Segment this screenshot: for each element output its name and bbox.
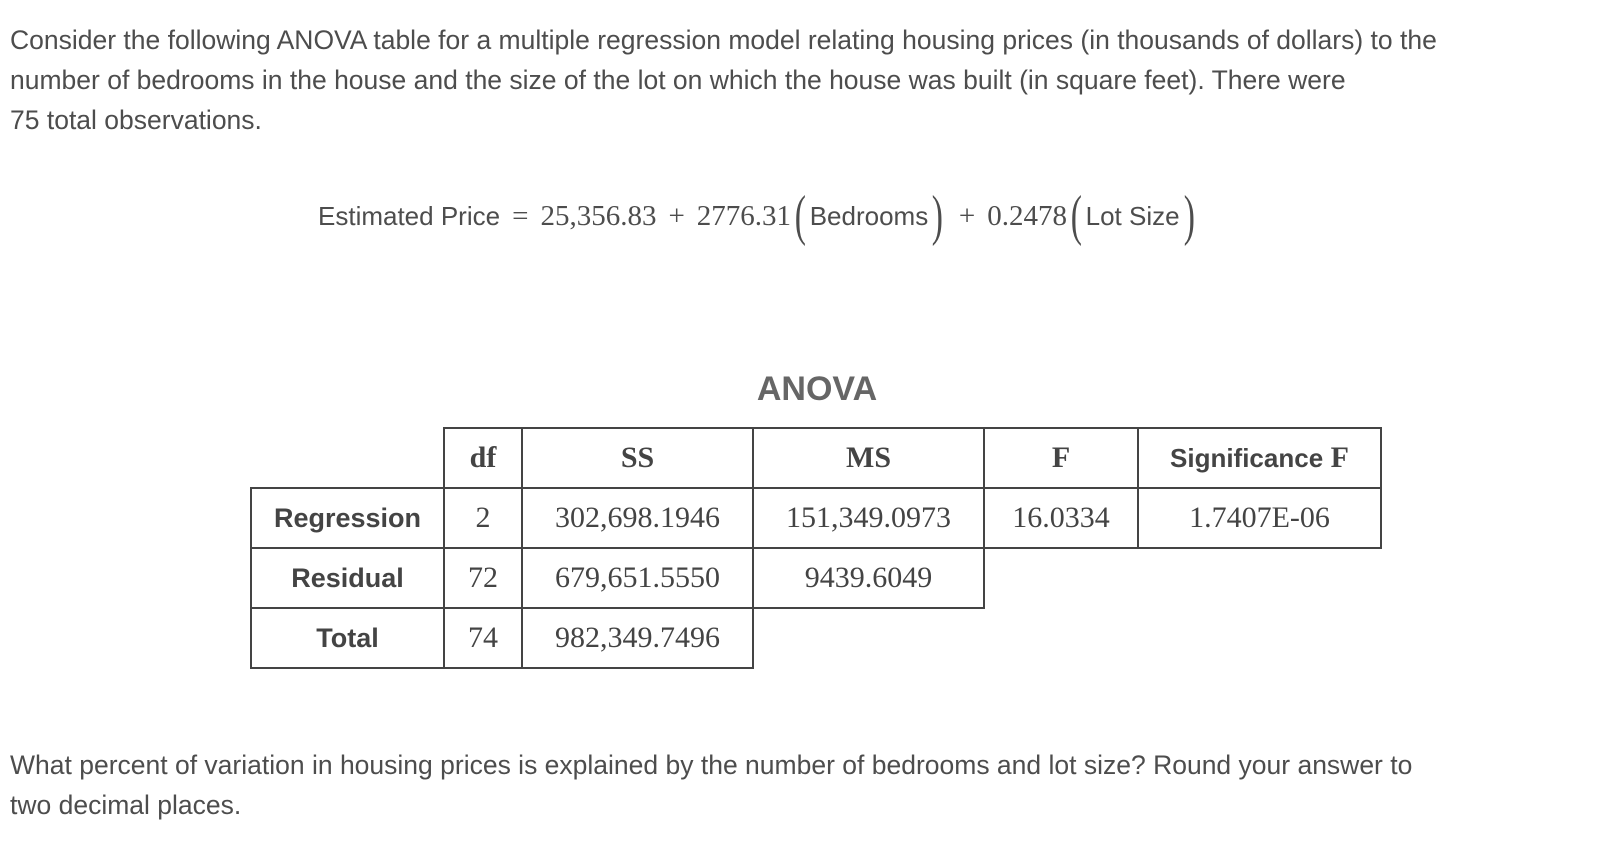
cell-ss: 679,651.5550 [521, 547, 754, 609]
regression-equation: Estimated Price = 25,356.83 + 2776.31 ( … [318, 188, 1198, 244]
intercept: 25,356.83 [540, 199, 657, 232]
cell-df: 2 [443, 487, 523, 549]
header-ms: MS [752, 427, 985, 489]
plus-sign: + [668, 199, 685, 232]
right-paren: ) [931, 185, 944, 247]
table-row-regression: Regression 2 302,698.1946 151,349.0973 1… [250, 487, 1382, 549]
intro-line: number of bedrooms in the house and the … [10, 65, 1346, 95]
empty-cell [984, 548, 1138, 608]
empty-cell [984, 608, 1138, 668]
bedrooms-variable: Bedrooms [809, 200, 929, 231]
table-row-residual: Residual 72 679,651.5550 9439.6049 [250, 547, 1381, 609]
bedrooms-coefficient: 2776.31 [696, 199, 792, 232]
anova-title: ANOVA [756, 370, 878, 408]
anova-table: df SS MS F Significance F Regression 2 3… [250, 427, 1382, 669]
cell-significance-f: 1.7407E-06 [1137, 487, 1382, 549]
lot-size-variable: Lot Size [1085, 200, 1180, 231]
header-df: df [443, 427, 523, 489]
row-label: Total [250, 607, 445, 669]
left-paren: ( [1070, 185, 1082, 247]
cell-df: 72 [443, 547, 523, 609]
intro-paragraph: Consider the following ANOVA table for a… [10, 20, 1437, 140]
intro-line: Consider the following ANOVA table for a… [10, 25, 1437, 55]
cell-ms: 151,349.0973 [752, 487, 985, 549]
equation-lhs: Estimated Price [318, 200, 501, 231]
empty-cell [1138, 608, 1381, 668]
header-significance-f: Significance F [1137, 427, 1382, 489]
left-paren: ( [794, 185, 806, 247]
empty-cell [753, 608, 984, 668]
question-line: What percent of variation in housing pri… [10, 750, 1413, 780]
question-paragraph: What percent of variation in housing pri… [10, 745, 1412, 825]
table-row-total: Total 74 982,349.7496 [250, 607, 1381, 669]
cell-ms: 9439.6049 [752, 547, 985, 609]
header-significance-f-letter: F [1330, 441, 1349, 474]
cell-df: 74 [443, 607, 523, 669]
cell-ss: 982,349.7496 [521, 607, 754, 669]
cell-ss: 302,698.1946 [521, 487, 754, 549]
intro-line: 75 total observations. [10, 105, 262, 135]
header-f: F [983, 427, 1139, 489]
right-paren: ) [1183, 185, 1195, 247]
lot-size-coefficient: 0.2478 [987, 199, 1067, 232]
empty-corner [251, 428, 444, 488]
plus-sign: + [958, 199, 976, 232]
equals-sign: = [512, 199, 529, 232]
header-ss: SS [521, 427, 754, 489]
empty-cell [1138, 548, 1381, 608]
question-line: two decimal places. [10, 790, 242, 820]
header-row: df SS MS F Significance F [251, 427, 1382, 489]
row-label: Residual [250, 547, 445, 609]
header-significance-label: Significance [1170, 443, 1324, 473]
cell-f: 16.0334 [983, 487, 1139, 549]
row-label: Regression [250, 487, 445, 549]
